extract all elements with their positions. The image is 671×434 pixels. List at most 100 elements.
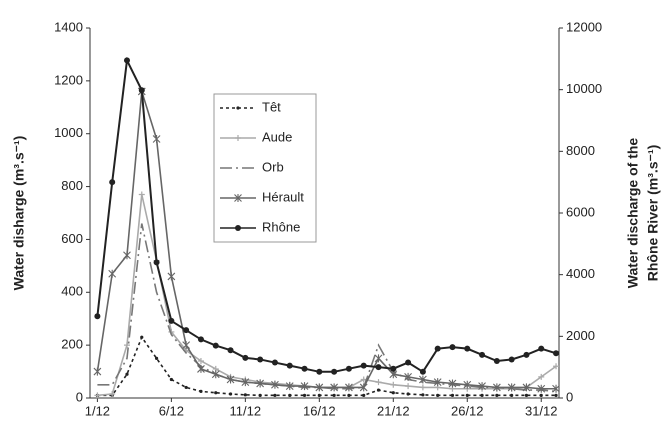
point [93,367,102,376]
legend-marker [234,194,242,202]
point [273,393,277,397]
point [214,391,218,395]
point [374,354,383,363]
point [553,350,560,357]
point [241,378,250,387]
point [286,362,293,369]
x-tick-label: 16/12 [303,403,336,418]
x-tick-label: 26/12 [451,403,484,418]
point [450,393,455,397]
point [539,393,543,397]
point [360,362,367,369]
legend-label: Têt [262,99,281,114]
point [434,345,441,352]
point [94,392,101,399]
point [390,365,397,372]
y-tick-label: 1200 [54,72,83,87]
point [108,269,117,278]
point [493,358,500,364]
y-tick-label: 1000 [54,125,83,140]
point [123,342,130,349]
point [258,393,262,397]
point [182,341,191,350]
y2-tick-label: 12000 [566,19,602,34]
point [449,344,456,351]
point [391,391,395,395]
point [271,359,278,366]
point [242,354,249,361]
point [271,380,279,389]
y-tick-label: 1400 [54,19,83,34]
point [433,378,442,387]
x-tick-label: 6/12 [159,403,184,418]
y2-tick-label: 6000 [566,204,595,219]
point [345,383,353,392]
x-tick-label: 1/12 [85,403,110,418]
point [463,380,472,389]
point [448,379,457,388]
point [197,364,205,373]
series-line [96,56,557,374]
y2-axis-label: Rhône River (m³.s⁻¹) [645,145,661,282]
point [418,375,427,384]
point [376,388,381,392]
y-tick-label: 200 [61,337,83,352]
legend-marker [236,106,240,110]
point [359,383,368,392]
y2-tick-label: 0 [566,389,573,404]
y-axis-label: Water disharge (m³.s⁻¹) [11,136,27,291]
y-tick-label: 800 [61,178,83,193]
y2-tick-label: 8000 [566,143,595,158]
point [154,356,159,360]
point [257,356,264,363]
point [375,364,382,371]
point [243,393,247,397]
legend-label: Rhône [262,219,300,234]
point [537,384,546,393]
point [138,191,145,198]
point [331,368,338,375]
point [169,377,173,382]
point [123,57,130,64]
point [199,389,203,393]
point [94,313,101,320]
y2-tick-label: 10000 [566,81,602,96]
legend-label: Aude [262,129,292,144]
point [153,259,160,266]
point [197,358,204,364]
point [285,382,294,391]
y-tick-label: 0 [76,389,83,404]
point [184,385,188,390]
point [228,392,233,396]
x-tick-label: 11/12 [230,403,262,418]
point [123,251,131,260]
point [227,347,234,354]
point [523,351,530,358]
point [479,351,486,358]
point [390,381,397,388]
point [406,392,410,396]
series-line [97,335,557,397]
series-line [96,91,557,390]
y-tick-label: 400 [61,284,83,299]
point [109,179,116,186]
point [480,393,484,397]
point [495,393,499,397]
point [140,335,144,339]
point [524,393,529,397]
point [538,373,545,380]
point [167,272,176,281]
legend-marker [235,135,241,141]
point [168,317,175,324]
point [109,391,116,398]
point [226,375,235,384]
legend-label: Hérault [262,189,304,204]
point [553,363,560,370]
point [300,382,309,391]
point [405,359,412,366]
point [317,393,321,397]
point [538,345,545,352]
point [302,393,307,397]
point [436,393,440,397]
